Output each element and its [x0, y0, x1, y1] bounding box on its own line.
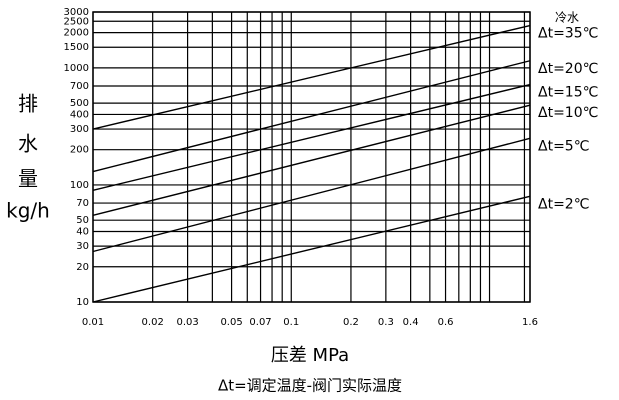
- y-tick-label: 30: [76, 241, 89, 252]
- series-line: [92, 137, 531, 253]
- y-axis-label: 水: [18, 132, 38, 156]
- y-axis-label: 排: [18, 92, 38, 116]
- x-tick-label: 0.3: [378, 317, 394, 328]
- x-tick-label: 1.6: [522, 317, 538, 328]
- y-tick-label: 400: [70, 109, 89, 120]
- y-tick-label: 40: [76, 227, 89, 238]
- y-tick-label: 300: [70, 124, 89, 135]
- x-tick-label: 0.4: [403, 317, 419, 328]
- x-tick-label: 0.05: [220, 317, 242, 328]
- y-tick-label: 50: [76, 215, 89, 226]
- y-tick-label: 3000: [64, 7, 89, 18]
- series-label: Δt=10℃: [538, 105, 598, 121]
- series-label: Δt=20℃: [538, 61, 598, 77]
- y-tick-label: 2500: [64, 16, 89, 27]
- series-label: Δt=15℃: [538, 85, 598, 101]
- y-tick-label: 1500: [64, 42, 89, 53]
- x-tick-label: 0.6: [438, 317, 454, 328]
- y-tick-label: 100: [70, 180, 89, 191]
- series-label: Δt=2℃: [538, 196, 589, 212]
- y-tick-label: 70: [76, 198, 89, 209]
- x-tick-label: 0.01: [82, 317, 104, 328]
- footnote: Δt=调定温度-阀门实际温度: [218, 377, 402, 395]
- series-line: [92, 60, 531, 173]
- x-tick-label: 0.02: [142, 317, 164, 328]
- series-line: [92, 195, 531, 303]
- series-label: Δt=5℃: [538, 138, 589, 154]
- y-tick-label: 200: [70, 145, 89, 156]
- series-line: [92, 24, 531, 130]
- x-tick-label: 0.03: [176, 317, 198, 328]
- x-tick-label: 0.07: [249, 317, 271, 328]
- y-tick-label: 700: [70, 81, 89, 92]
- plot-frame: [92, 11, 531, 303]
- y-tick-label: 1000: [64, 63, 89, 74]
- y-axis-label: 量: [18, 167, 38, 191]
- series-line: [92, 83, 531, 191]
- y-tick-label: 10: [76, 297, 89, 308]
- y-axis-label: kg/h: [6, 199, 50, 223]
- x-tick-label: 0.1: [283, 317, 299, 328]
- x-axis-label: 压差 MPa: [271, 345, 349, 366]
- x-tick-label: 0.2: [343, 317, 359, 328]
- y-tick-label: 2000: [64, 28, 89, 39]
- y-tick-label: 20: [76, 262, 89, 273]
- series-line: [92, 104, 531, 217]
- y-tick-label: 500: [70, 98, 89, 109]
- series-label: Δt=35℃: [538, 26, 598, 42]
- annotation: 冷水: [555, 11, 579, 25]
